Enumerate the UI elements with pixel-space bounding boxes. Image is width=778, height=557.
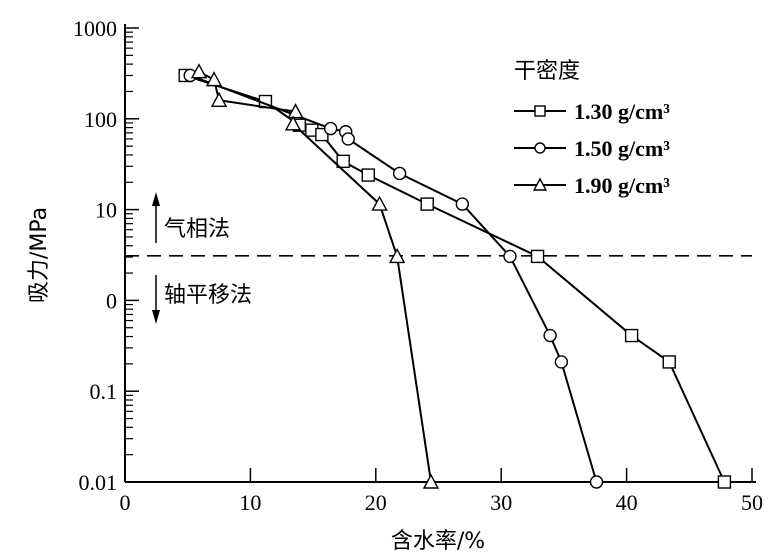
x-tick-label: 50 xyxy=(741,490,763,515)
circle-marker xyxy=(392,166,407,181)
triangle-marker xyxy=(388,247,406,264)
legend-label: 1.90 g/cm³ xyxy=(574,173,670,198)
legend-item: 1.30 g/cm³ xyxy=(514,99,670,124)
circle-marker xyxy=(323,121,338,136)
square-marker xyxy=(336,154,350,169)
arrow-down-icon xyxy=(152,275,160,324)
y-tick-label: 100 xyxy=(84,107,117,132)
legend-title: 干密度 xyxy=(514,59,580,84)
y-axis-label: 吸力/MPa xyxy=(27,207,52,303)
triangle-marker xyxy=(371,195,388,211)
legend-label: 1.30 g/cm³ xyxy=(574,99,670,124)
triangle-marker xyxy=(205,71,223,87)
legend-label: 1.50 g/cm³ xyxy=(574,136,670,161)
y-tick-label: 10 xyxy=(95,198,117,223)
x-tick-label: 0 xyxy=(120,490,131,515)
square-marker xyxy=(361,168,375,182)
series-group xyxy=(178,63,732,489)
x-axis-label: 含水率/% xyxy=(391,529,485,554)
y-tick-label: 0.1 xyxy=(90,379,118,404)
square-marker xyxy=(534,105,546,117)
square-marker xyxy=(420,197,434,211)
triangle-marker xyxy=(190,63,208,79)
annotation-axis-translation-method: 轴平移法 xyxy=(164,283,252,308)
x-tick-label: 40 xyxy=(616,490,638,515)
circle-marker xyxy=(543,328,557,343)
square-marker xyxy=(662,355,676,369)
square-marker xyxy=(717,475,732,489)
y-tick-label: 1000 xyxy=(73,16,117,41)
circle-marker xyxy=(554,355,569,369)
square-marker xyxy=(624,328,639,343)
legend-item: 1.50 g/cm³ xyxy=(514,136,670,161)
circle-marker xyxy=(341,132,355,146)
circle-marker xyxy=(534,142,546,154)
circle-marker xyxy=(589,475,604,489)
annotation-vapor-method: 气相法 xyxy=(164,217,230,242)
series-circle xyxy=(183,68,604,489)
series-square xyxy=(178,68,732,489)
series-line xyxy=(189,74,598,483)
x-tick-label: 10 xyxy=(239,490,261,515)
circle-marker xyxy=(503,249,517,264)
arrow-up-icon xyxy=(152,192,160,243)
triangle-marker xyxy=(210,91,228,107)
circle-marker xyxy=(455,197,470,211)
x-tick-label: 30 xyxy=(490,490,512,515)
triangle-marker xyxy=(287,103,304,119)
y-tick-label: 0.01 xyxy=(79,470,118,495)
y-tick-label: 0 xyxy=(106,288,117,313)
legend-item: 1.90 g/cm³ xyxy=(514,173,670,198)
x-tick-label: 20 xyxy=(365,490,387,515)
triangle-marker xyxy=(532,177,548,191)
legend: 干密度 1.30 g/cm³ 1.50 g/cm³ 1.90 g/cm³ xyxy=(514,59,670,198)
triangle-marker xyxy=(422,473,440,489)
square-marker xyxy=(530,249,545,264)
triangle-marker xyxy=(284,115,302,131)
series-triangle xyxy=(190,63,440,489)
axes: 0 10 20 30 40 50 0.01 0.1 0 10 100 1000 xyxy=(73,16,763,515)
